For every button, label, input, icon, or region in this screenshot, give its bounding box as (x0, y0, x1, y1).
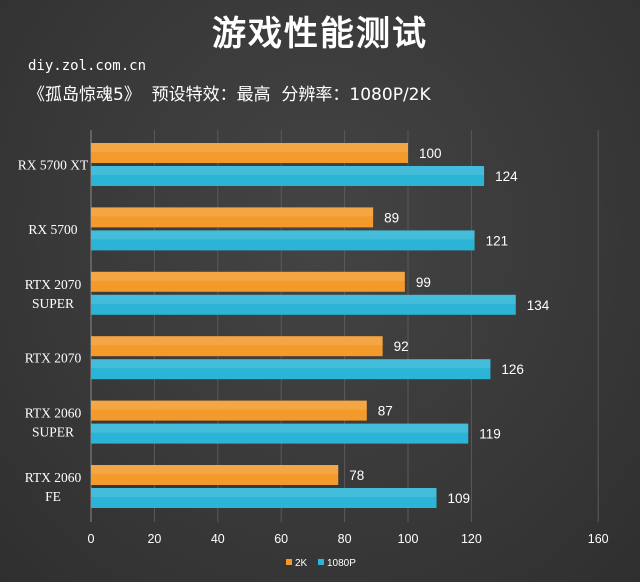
data-label: 100 (419, 146, 442, 161)
legend-swatch-1080p (318, 559, 324, 565)
category-label: RTX 2060 (25, 470, 82, 485)
bar-1080p-3 (91, 359, 491, 380)
category-label: SUPER (32, 425, 74, 440)
bar-2k-1 (91, 207, 374, 228)
category-label: RTX 2070 (25, 351, 82, 366)
bar-highlight (91, 400, 367, 410)
bar-highlight (91, 271, 405, 281)
chart-subtitle: 《孤岛惊魂5》 预设特效：最高 分辨率：1080P/2K (28, 85, 431, 105)
data-label: 124 (495, 169, 518, 184)
data-label: 89 (384, 210, 399, 225)
data-label: 99 (416, 275, 431, 290)
legend-label: 2K (295, 558, 308, 569)
data-label: 119 (479, 427, 501, 442)
category-label: RTX 2070 (25, 277, 82, 292)
bar-highlight (91, 230, 475, 240)
x-tick-label: 80 (338, 532, 352, 546)
legend-swatch-2k (286, 559, 292, 565)
category-label: FE (45, 489, 61, 504)
x-tick-label: 40 (211, 532, 225, 546)
legend-label: 1080P (327, 558, 356, 569)
category-label: SUPER (32, 296, 74, 311)
category-label: RX 5700 (28, 222, 77, 237)
bar-highlight (91, 423, 469, 433)
bar-highlight (91, 488, 437, 497)
bar-1080p-5 (91, 488, 437, 508)
category-label: RX 5700 XT (18, 158, 89, 173)
bar-2k-0 (91, 143, 408, 163)
bar-1080p-0 (91, 166, 485, 186)
data-label: 78 (349, 468, 364, 483)
x-tick-label: 120 (461, 532, 482, 546)
bar-1080p-4 (91, 423, 469, 444)
data-label: 126 (501, 362, 524, 377)
bar-highlight (91, 465, 339, 474)
source-url: diy.zol.com.cn (28, 58, 147, 74)
category-label: RTX 2060 (25, 406, 82, 421)
bar-2k-3 (91, 336, 383, 357)
bar-1080p-2 (91, 294, 516, 315)
data-label: 109 (448, 491, 471, 506)
x-tick-label: 0 (88, 532, 95, 546)
bar-highlight (91, 143, 408, 152)
data-label: 134 (527, 298, 550, 313)
bar-highlight (91, 207, 374, 217)
bar-2k-4 (91, 400, 367, 421)
bar-2k-2 (91, 271, 405, 292)
bar-highlight (91, 336, 383, 346)
x-tick-label: 100 (398, 532, 419, 546)
data-label: 121 (486, 233, 509, 248)
bar-highlight (91, 359, 491, 369)
x-tick-label: 160 (588, 532, 609, 546)
x-tick-label: 20 (147, 532, 161, 546)
bar-highlight (91, 294, 516, 304)
bar-1080p-1 (91, 230, 475, 251)
data-label: 87 (378, 404, 393, 419)
chart-title: 游戏性能测试 (212, 14, 428, 54)
data-label: 92 (394, 339, 409, 354)
bar-2k-5 (91, 465, 339, 485)
bar-highlight (91, 166, 485, 175)
x-tick-label: 60 (274, 532, 288, 546)
